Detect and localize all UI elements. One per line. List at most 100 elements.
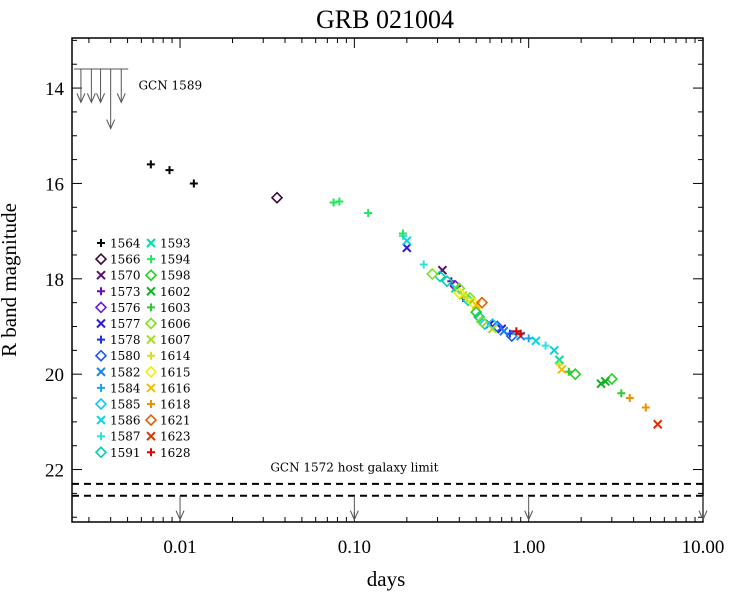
legend-label-1584: 1584 <box>110 381 141 395</box>
legend-marker-1577 <box>96 318 106 329</box>
upper-limit-arrow-head <box>76 93 86 104</box>
legend-marker-1585 <box>94 397 108 411</box>
data-point-1594 <box>364 209 373 218</box>
data-point-1586 <box>531 336 541 346</box>
legend-label-1585: 1585 <box>110 398 141 412</box>
data-point-1566 <box>270 191 284 204</box>
host-limit-arrow-head <box>349 510 359 521</box>
gcn-1589-annotation: GCN 1589 <box>138 79 202 93</box>
host-galaxy-limit-annotation: GCN 1572 host galaxy limit <box>270 461 438 475</box>
legend-label-1582: 1582 <box>110 365 141 379</box>
chart-title: GRB 021004 <box>316 5 454 34</box>
annotations: GCN 1589 GCN 1572 host galaxy limit <box>138 79 438 475</box>
data-point-1615 <box>453 286 466 300</box>
y-tick-label: 14 <box>45 79 65 100</box>
data-point-1564 <box>165 166 174 175</box>
legend-label-1578: 1578 <box>110 333 141 347</box>
data-points <box>146 160 663 429</box>
data-point-1564 <box>189 179 198 188</box>
legend-label-1614: 1614 <box>160 349 191 363</box>
legend: 1564 1566 1570 1573 1576 1577 1578 1580 1582 1584… <box>94 237 191 460</box>
legend-label-1621: 1621 <box>160 414 191 428</box>
legend-marker-1580 <box>94 349 108 362</box>
y-tick-label: 16 <box>45 174 64 195</box>
x-tick-label: 10.00 <box>682 537 725 558</box>
legend-marker-1623 <box>146 431 156 441</box>
legend-marker-1576 <box>94 301 108 314</box>
data-point-1603 <box>564 367 573 376</box>
data-point-1580 <box>491 320 504 333</box>
legend-marker-1621 <box>144 413 158 427</box>
data-point-1628 <box>512 327 521 336</box>
data-point-1606 <box>426 267 439 281</box>
data-point-1591 <box>473 310 486 324</box>
host-limit-arrow-head <box>698 510 708 521</box>
x-tick-label: 0.01 <box>163 537 196 558</box>
data-point-1623 <box>653 419 663 429</box>
data-point-1616 <box>471 300 481 310</box>
y-tick-label: 18 <box>45 270 64 291</box>
data-point-1594 <box>398 229 407 238</box>
data-point-1564 <box>146 160 155 169</box>
legend-label-1602: 1602 <box>160 285 191 299</box>
data-point-1614 <box>462 293 471 302</box>
upper-limit-arrow-head <box>96 93 106 104</box>
x-axis-label: days <box>367 567 406 591</box>
legend-marker-1628 <box>147 448 155 457</box>
legend-marker-1603 <box>147 303 155 312</box>
data-point-1628 <box>516 329 525 338</box>
x-tick-label: 0.10 <box>338 537 371 558</box>
legend-label-1566: 1566 <box>110 253 141 267</box>
y-tick-label: 20 <box>45 365 64 386</box>
legend-marker-1616 <box>146 383 156 393</box>
legend-label-1593: 1593 <box>160 237 191 251</box>
legend-label-1606: 1606 <box>160 317 191 331</box>
legend-label-1618: 1618 <box>160 398 191 412</box>
data-point-1607 <box>487 324 498 334</box>
legend-label-1628: 1628 <box>160 446 191 460</box>
legend-marker-1614 <box>147 351 155 360</box>
data-point-1591 <box>440 275 454 288</box>
plot-border <box>71 37 704 523</box>
data-point-1598 <box>569 368 582 381</box>
limits-layer <box>72 68 708 521</box>
data-point-1621 <box>475 296 489 309</box>
legend-label-1570: 1570 <box>110 269 141 283</box>
data-point-1587 <box>541 341 550 350</box>
legend-marker-1564 <box>97 239 105 247</box>
upper-limit-arrow-head <box>86 93 96 104</box>
legend-label-1607: 1607 <box>160 333 191 347</box>
data-point-1593 <box>554 355 565 365</box>
legend-label-1591: 1591 <box>110 446 141 460</box>
upper-limit-arrow-head <box>116 93 126 104</box>
legend-marker-1584 <box>97 383 105 392</box>
legend-marker-1598 <box>144 269 158 282</box>
legend-marker-1618 <box>147 400 155 408</box>
legend-label-1598: 1598 <box>160 269 191 283</box>
legend-label-1623: 1623 <box>160 430 191 444</box>
data-point-1580 <box>505 329 518 343</box>
legend-label-1594: 1594 <box>160 253 191 267</box>
legend-label-1587: 1587 <box>110 430 141 444</box>
legend-marker-1578 <box>97 335 105 344</box>
data-point-1598 <box>470 306 483 319</box>
data-point-1584 <box>524 334 533 343</box>
legend-marker-1615 <box>144 365 158 378</box>
data-point-1586 <box>549 345 559 356</box>
data-point-1618 <box>641 403 650 412</box>
data-point-1582 <box>499 326 509 336</box>
data-point-1603 <box>617 389 626 398</box>
legend-marker-1593 <box>146 238 156 248</box>
data-point-1602 <box>600 376 610 387</box>
data-point-1594 <box>335 197 344 206</box>
legend-marker-1594 <box>147 255 155 264</box>
data-point-1618 <box>625 394 634 403</box>
data-point-1577 <box>402 243 412 253</box>
legend-label-1577: 1577 <box>110 317 141 331</box>
legend-label-1615: 1615 <box>160 365 191 379</box>
data-point-1606 <box>475 315 489 328</box>
legend-marker-1607 <box>146 334 156 345</box>
legend-marker-1606 <box>144 317 158 330</box>
